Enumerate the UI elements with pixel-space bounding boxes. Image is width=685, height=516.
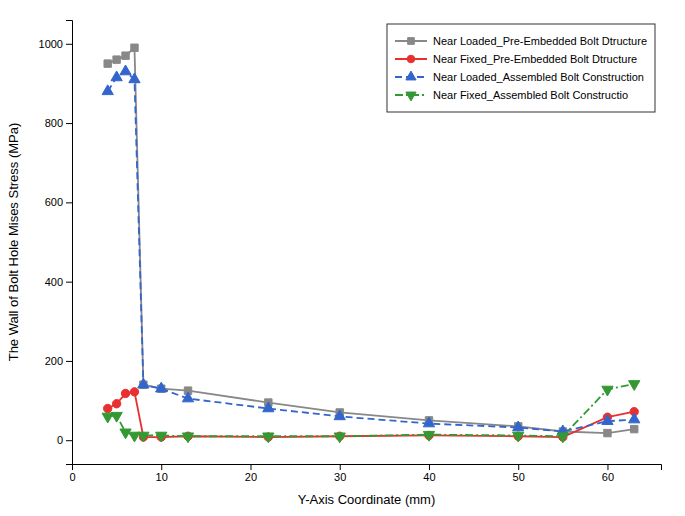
tick-mark — [66, 440, 72, 441]
point — [156, 432, 167, 442]
axis-line — [66, 21, 73, 465]
legend-marker — [406, 71, 416, 80]
tick-mark — [66, 123, 72, 124]
point — [112, 400, 120, 408]
legend-marker — [407, 55, 415, 63]
tick-label: 0 — [69, 471, 75, 483]
tick-mark — [161, 464, 162, 470]
tick-mark — [66, 202, 72, 203]
point — [138, 378, 149, 388]
point — [111, 412, 122, 422]
tick-label: 10 — [156, 471, 168, 483]
point — [513, 421, 524, 431]
point — [423, 417, 434, 427]
tick-mark — [429, 464, 430, 470]
series — [102, 65, 640, 435]
legend-item: Near Loaded_Assembled Bolt Construction — [395, 71, 644, 83]
point — [263, 433, 274, 443]
legend-label: Near Fixed_Pre-Embedded Bolt Dtructure — [433, 53, 637, 65]
point — [104, 60, 111, 67]
tick-label: 40 — [423, 471, 435, 483]
point — [182, 433, 193, 443]
point — [104, 404, 112, 412]
tick: 800 — [45, 117, 72, 129]
line — [108, 72, 635, 432]
legend: Near Loaded_Pre-Embedded Bolt Dtructure N… — [387, 24, 655, 112]
tick-label: 1000 — [39, 38, 63, 50]
tick-mark — [250, 464, 251, 470]
tick-mark — [66, 282, 72, 283]
point — [557, 433, 568, 443]
legend-marker — [408, 38, 415, 45]
tick: 20 — [245, 464, 257, 483]
point — [604, 429, 611, 436]
tick-mark — [66, 361, 72, 362]
legend-box — [387, 24, 655, 112]
tick: 60 — [602, 464, 614, 483]
point — [129, 73, 140, 83]
tick: 30 — [334, 464, 346, 483]
point — [513, 432, 524, 442]
tick: 0 — [69, 464, 75, 483]
tick: 50 — [513, 464, 525, 483]
tick: 600 — [45, 196, 72, 208]
tick-label: 20 — [245, 471, 257, 483]
tick: 10 — [156, 464, 168, 483]
line — [108, 384, 635, 436]
tick-label: 60 — [602, 471, 614, 483]
legend-item: Near Loaded_Pre-Embedded Bolt Dtructure — [395, 35, 647, 47]
tick: 1000 — [39, 38, 72, 50]
point — [602, 415, 613, 425]
point — [122, 52, 129, 59]
tick-mark — [66, 44, 72, 45]
tick: 400 — [45, 276, 72, 288]
point — [131, 44, 138, 51]
point — [629, 381, 640, 391]
tick-label: 0 — [57, 434, 63, 446]
legend-item: Near Fixed_Assembled Bolt Constructio — [395, 89, 628, 101]
point — [602, 386, 613, 396]
point — [334, 410, 345, 420]
point — [631, 425, 638, 432]
legend-marker — [406, 92, 416, 101]
tick-label: 30 — [334, 471, 346, 483]
point — [182, 392, 193, 402]
axis-line — [73, 465, 662, 471]
legend-label: Near Loaded_Pre-Embedded Bolt Dtructure — [433, 35, 647, 47]
point — [263, 402, 274, 412]
legend-label: Near Fixed_Assembled Bolt Constructio — [433, 89, 628, 101]
tick: 200 — [45, 355, 72, 367]
point — [334, 433, 345, 443]
x-axis-title: Y-Axis Coordinate (mm) — [298, 492, 436, 507]
tick: 40 — [423, 464, 435, 483]
x-axis: 0 10 20 30 40 50 60 — [69, 464, 661, 483]
tick-label: 50 — [513, 471, 525, 483]
point — [102, 413, 113, 423]
point — [120, 65, 131, 75]
tick-mark — [518, 464, 519, 470]
plot: 010203040506002004006008001000 — [39, 21, 662, 483]
point — [138, 432, 149, 442]
tick-label: 600 — [45, 196, 63, 208]
y-axis: 0 200 400 600 800 1000 — [39, 21, 73, 465]
y-axis-title: The Wall of Bolt Hole Mises Stress (MPa) — [6, 123, 21, 362]
chart: 010203040506002004006008001000Y-Axis Coo… — [0, 0, 685, 516]
point — [113, 56, 120, 63]
point — [156, 382, 167, 392]
legend-label: Near Loaded_Assembled Bolt Construction — [433, 71, 644, 83]
tick-mark — [340, 464, 341, 470]
point — [423, 431, 434, 441]
tick-label: 800 — [45, 117, 63, 129]
tick-mark — [607, 464, 608, 470]
series — [102, 381, 640, 443]
point — [629, 413, 640, 423]
tick-label: 400 — [45, 276, 63, 288]
point — [102, 85, 113, 95]
point — [121, 389, 129, 397]
point — [111, 71, 122, 81]
point — [130, 388, 138, 396]
legend-item: Near Fixed_Pre-Embedded Bolt Dtructure — [395, 53, 637, 65]
tick-label: 200 — [45, 355, 63, 367]
tick: 0 — [57, 434, 72, 446]
